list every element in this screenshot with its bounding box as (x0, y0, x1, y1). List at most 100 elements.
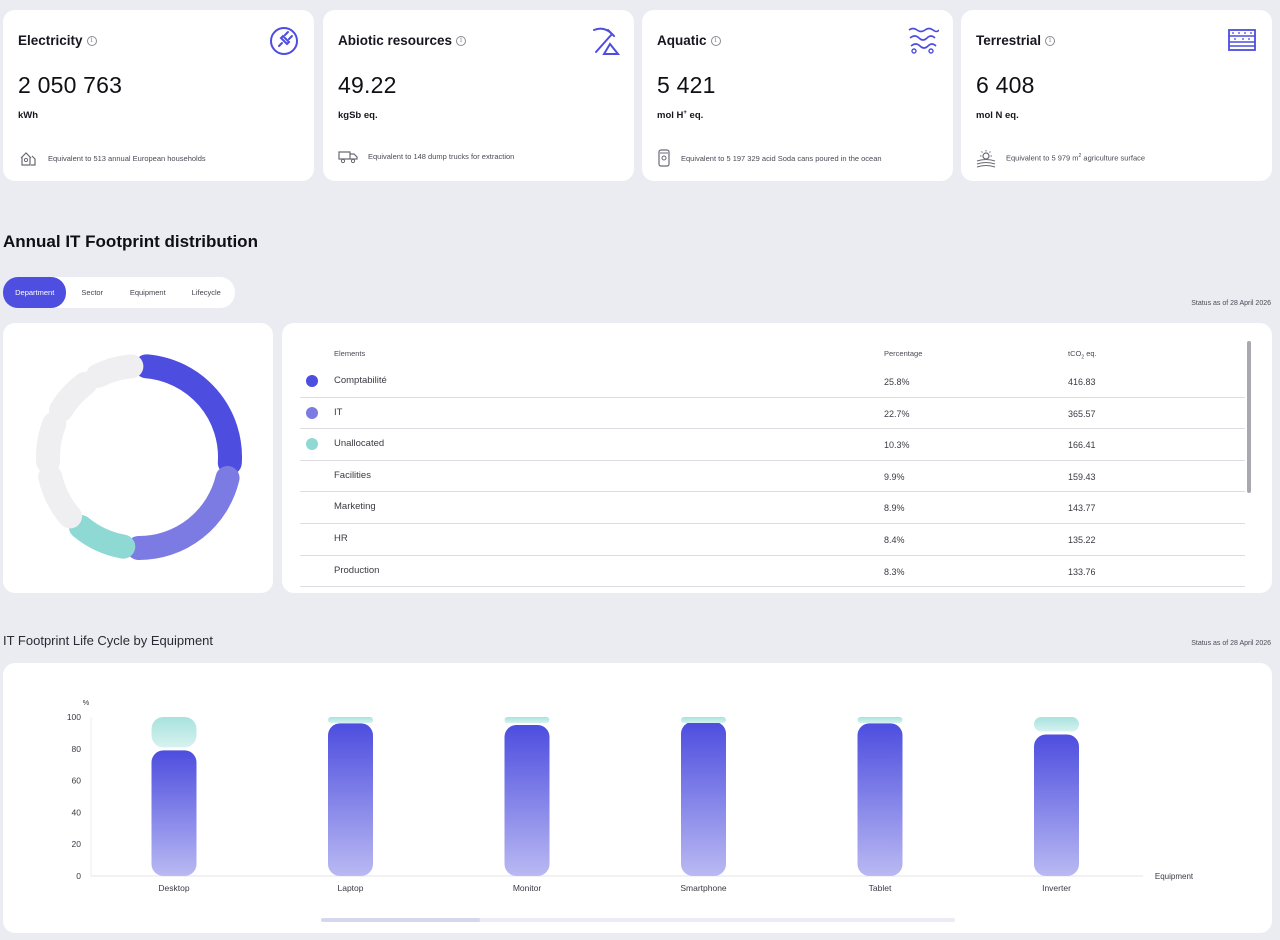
horizontal-scrollbar-track[interactable] (321, 918, 955, 922)
x-tick-label-desktop: Desktop (158, 883, 189, 893)
table-row[interactable]: IT 22.7% 365.57 (300, 398, 1245, 430)
table-row[interactable]: Production 8.3% 133.76 (300, 556, 1245, 588)
row-percentage: 8.9% (884, 503, 905, 514)
donut-segment-hr[interactable] (49, 371, 97, 423)
bar-desktop-segment-2[interactable] (151, 717, 197, 748)
donut-segment-marketing[interactable] (36, 411, 67, 474)
kpi-title: Terrestrial (976, 33, 1042, 48)
legend-dot (306, 375, 318, 387)
x-axis-label: Equipment (1155, 872, 1194, 881)
pickaxe-icon (593, 27, 620, 55)
row-tco2: 133.76 (1068, 566, 1096, 577)
bar-inverter-segment-2[interactable] (1034, 717, 1079, 732)
tab-equipment[interactable]: Equipment (129, 288, 166, 297)
row-element-name: HR (334, 533, 348, 544)
tab-sector[interactable]: Sector (81, 288, 104, 297)
kpi-card-electricity: Electricity i 2 050 763 kWh Equivalent to… (3, 10, 314, 181)
kpi-footnote: Equivalent to 513 annual European househ… (48, 153, 206, 163)
kpi-footnote: Equivalent to 148 dump trucks for extrac… (368, 151, 515, 161)
table-row[interactable]: Unallocated 10.3% 166.41 (300, 429, 1245, 461)
info-icon[interactable]: i (456, 35, 467, 46)
x-tick-label-monitor: Monitor (513, 883, 542, 893)
row-element-name: IT (334, 406, 343, 418)
donut-segment-facilities[interactable] (38, 464, 83, 529)
kpi-card-aquatic: Aquatic i 5 421 mol H+ eq. Equivalent to … (642, 10, 953, 181)
plug-icon (270, 27, 298, 55)
kpi-footnote: Equivalent to 5 197 329 acid Soda cans p… (681, 153, 882, 163)
kpi-value: 5 421 (657, 72, 716, 98)
info-icon[interactable]: i (86, 35, 97, 46)
bar-monitor-segment-1[interactable] (504, 724, 550, 876)
x-tick-label-inverter: Inverter (1042, 883, 1071, 893)
bar-smartphone-segment-2[interactable] (681, 717, 726, 723)
sun-field-icon (976, 150, 996, 168)
row-percentage: 10.3% (884, 440, 910, 451)
row-element-name: Unallocated (334, 438, 385, 450)
row-element-name: Facilities (334, 469, 371, 481)
horizontal-scrollbar-thumb[interactable] (321, 918, 480, 922)
row-element-name: Comptabilité (334, 375, 387, 386)
tab-lifecycle[interactable]: Lifecycle (191, 288, 221, 297)
section-title-distribution: Annual IT Footprint distribution (3, 232, 258, 251)
bar-tablet-segment-2[interactable] (857, 717, 903, 723)
bar-tablet-segment-1[interactable] (857, 723, 903, 876)
info-icon[interactable]: i (710, 35, 721, 46)
bar-inverter-segment-1[interactable] (1034, 734, 1079, 876)
row-tco2: 143.77 (1068, 503, 1096, 514)
bar-desktop-segment-1[interactable] (151, 750, 197, 876)
x-tick-label-smartphone: Smartphone (680, 883, 727, 893)
row-tco2: 416.83 (1068, 377, 1096, 387)
donut-segment-it[interactable] (126, 465, 240, 560)
y-tick-label: 100 (67, 712, 81, 722)
table-row[interactable]: HR 8.4% 135.22 (300, 524, 1245, 556)
donut-chart-card (3, 323, 273, 593)
bar-monitor-segment-2[interactable] (504, 717, 550, 723)
kpi-unit: mol H+ eq. (657, 110, 704, 122)
table-row[interactable]: Marketing 8.9% 143.77 (300, 492, 1245, 524)
distribution-tabs: Department Sector Equipment Lifecycle (3, 277, 235, 308)
distribution-table: Elements Percentage tCO2 eq. Comptabilit… (282, 323, 1272, 593)
row-percentage: 9.9% (884, 471, 905, 482)
row-tco2: 135.22 (1068, 535, 1096, 545)
kpi-card-abiotic: Abiotic resources i 49.22 kgSb eq. Equiva… (323, 10, 634, 181)
row-tco2: 365.57 (1068, 408, 1096, 419)
kpi-value: 6 408 (976, 72, 1035, 98)
x-tick-label-laptop: Laptop (338, 883, 364, 893)
bar-laptop-segment-2[interactable] (328, 717, 373, 723)
donut-segment-comptabilit-[interactable] (134, 354, 242, 475)
column-header-elements: Elements (334, 349, 366, 358)
bar-smartphone-segment-1[interactable] (681, 721, 726, 876)
kpi-unit: mol N eq. (976, 110, 1019, 121)
row-percentage: 8.3% (884, 566, 905, 577)
tab-department[interactable]: Department (3, 277, 67, 308)
donut-segment-production[interactable] (85, 354, 144, 388)
row-percentage: 8.4% (884, 535, 905, 545)
soil-layers-icon (1228, 29, 1256, 51)
kpi-footnote: Equivalent to 5 979 m2 agriculture surfa… (1006, 153, 1146, 163)
water-icon (908, 27, 939, 54)
scrollbar-thumb[interactable] (1247, 341, 1251, 493)
status-date: Status as of 28 April 2026 (1191, 640, 1271, 647)
dump-truck-icon (338, 151, 358, 164)
row-percentage: 25.8% (884, 377, 910, 387)
row-tco2: 166.41 (1068, 440, 1096, 451)
kpi-unit: kgSb eq. (338, 110, 378, 121)
y-tick-label: 20 (72, 839, 82, 849)
row-element-name: Marketing (334, 501, 376, 513)
kpi-value: 2 050 763 (18, 72, 123, 98)
kpi-card-terrestrial: Terrestrial i 6 408 mol N eq. Equivalent … (961, 10, 1272, 181)
info-icon[interactable]: i (1045, 35, 1056, 46)
table-row[interactable]: Facilities 9.9% 159.43 (300, 461, 1245, 493)
donut-segment-unallocated[interactable] (68, 515, 136, 559)
status-date: Status as of 28 April 2026 (1191, 300, 1271, 307)
lifecycle-bar-chart: 0 20 40 60 80 100% Equipment Desktop Laptop Monit… (67, 698, 1194, 893)
legend-dot (306, 438, 318, 451)
y-tick-label: 0 (76, 871, 81, 881)
lifecycle-chart-card: 0 20 40 60 80 100% Equipment Desktop Laptop Monit… (3, 663, 1272, 933)
donut-chart (36, 354, 242, 560)
kpi-title: Aquatic (657, 33, 707, 48)
row-tco2: 159.43 (1068, 471, 1096, 482)
x-tick-label-tablet: Tablet (869, 883, 892, 893)
table-row[interactable]: Comptabilité 25.8% 416.83 (300, 366, 1245, 398)
bar-laptop-segment-1[interactable] (328, 723, 373, 876)
